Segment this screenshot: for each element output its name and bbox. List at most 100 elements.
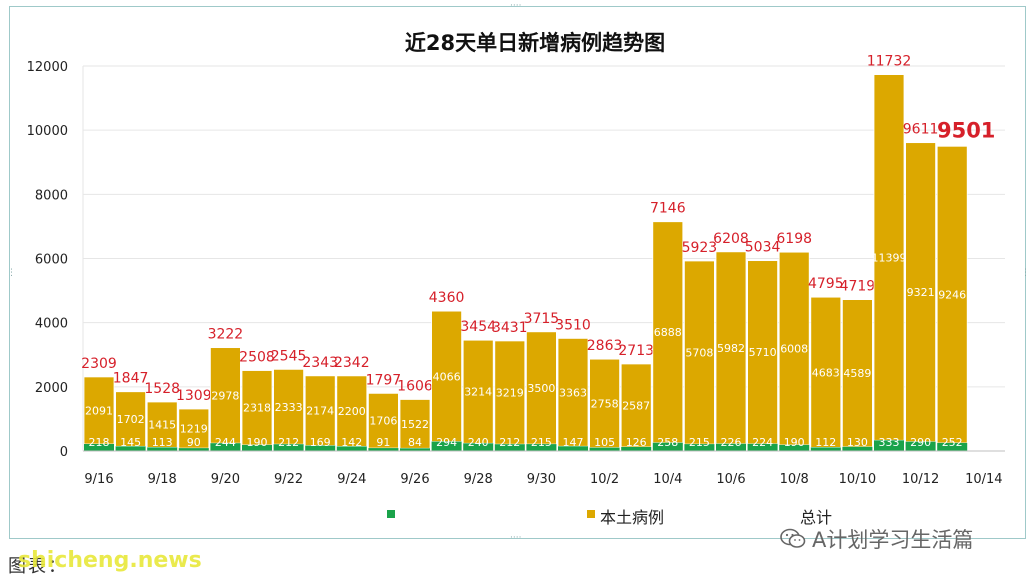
- x-tick-label: 10/6: [716, 472, 745, 487]
- data-label-green: 147: [563, 436, 584, 449]
- data-label-local: 2318: [243, 402, 271, 415]
- bar-imported-cases: [779, 444, 810, 451]
- data-label-green: 226: [721, 436, 742, 449]
- data-label-total: 4795: [808, 276, 844, 292]
- bar-imported-cases: [242, 444, 272, 451]
- data-label-total: 4719: [840, 279, 876, 295]
- bar-imported-cases: [84, 444, 114, 451]
- data-label-green: 290: [910, 436, 931, 449]
- data-label-total: 3510: [555, 317, 591, 333]
- data-label-local: 5710: [749, 346, 777, 359]
- data-label-green: 212: [499, 436, 520, 449]
- data-label-total: 1528: [144, 381, 180, 397]
- data-label-green: 240: [468, 436, 489, 449]
- data-label-total: 2343: [302, 355, 338, 371]
- data-label-green: 91: [376, 436, 390, 449]
- data-label-total: 3715: [524, 311, 560, 327]
- x-tick-label: 9/16: [84, 472, 113, 487]
- data-label-green: 224: [752, 436, 773, 449]
- bar-local-cases: [146, 401, 178, 448]
- data-label-local: 4066: [433, 370, 461, 383]
- data-label-local: 3219: [496, 387, 524, 400]
- bar-local-cases: [715, 251, 747, 445]
- bar-local-cases: [620, 363, 652, 448]
- data-label-local: 5982: [717, 342, 745, 355]
- resize-handle-left[interactable]: ⋮: [7, 268, 16, 278]
- data-label-total: 1309: [176, 388, 212, 404]
- data-label-total: 2863: [587, 338, 623, 354]
- data-label-local: 1702: [117, 413, 145, 426]
- bar-imported-cases: [716, 443, 746, 451]
- wechat-icon: [780, 528, 806, 548]
- data-label-local: 1706: [369, 415, 397, 428]
- data-label-green: 112: [815, 436, 836, 449]
- bar-imported-cases: [494, 444, 525, 451]
- bar-local-cases: [115, 391, 146, 447]
- bar-local-cases: [431, 310, 463, 442]
- bar-local-cases: [905, 142, 936, 443]
- bar-imported-cases: [621, 446, 652, 451]
- bar-imported-cases: [747, 443, 778, 451]
- resize-handle-top[interactable]: ····: [510, 1, 522, 11]
- data-label-local: 1415: [148, 419, 176, 432]
- bar-local-cases: [494, 340, 526, 445]
- bar-local-cases: [462, 339, 494, 444]
- data-label-total: 1606: [397, 378, 433, 394]
- x-tick-label: 10/2: [590, 472, 619, 487]
- bar-local-cases: [241, 370, 273, 446]
- data-label-green: 252: [942, 436, 963, 449]
- data-label-local: 9321: [907, 286, 935, 299]
- watermark-text: shicheng.news: [18, 548, 202, 573]
- data-label-local: 3214: [464, 386, 492, 399]
- data-label-local: 11399: [872, 251, 907, 264]
- bar-imported-cases: [115, 446, 146, 451]
- data-label-green: 212: [278, 436, 299, 449]
- data-label-total: 7146: [650, 201, 686, 217]
- x-tick-label: 9/18: [148, 472, 177, 487]
- y-tick-label: 10000: [27, 124, 68, 139]
- wechat-account: A计划学习生活篇: [780, 524, 973, 554]
- data-label-total: 2508: [239, 350, 275, 366]
- data-label-green: 126: [626, 436, 647, 449]
- data-label-total: 2713: [618, 343, 654, 359]
- data-label-green: 145: [120, 436, 141, 449]
- resize-handle-right[interactable]: ⋮: [1021, 268, 1030, 278]
- data-label-green: 215: [689, 436, 710, 449]
- x-tick-label: 10/4: [653, 472, 682, 487]
- bar-imported-cases: [210, 443, 241, 451]
- data-label-green: 142: [341, 436, 362, 449]
- bar-local-cases: [557, 337, 589, 447]
- data-label-green: 333: [879, 436, 900, 449]
- y-tick-label: 0: [60, 445, 68, 460]
- data-label-local: 2333: [275, 401, 303, 414]
- bar-local-cases: [589, 358, 620, 449]
- chart-title: 近28天单日新增病例趋势图: [405, 31, 665, 55]
- x-tick-label: 9/20: [211, 472, 240, 487]
- bar-local-cases: [652, 221, 684, 444]
- resize-handle-bottom[interactable]: ····: [510, 533, 522, 543]
- data-label-green: 258: [657, 436, 678, 449]
- bar-imported-cases: [368, 448, 399, 451]
- bar-local-cases: [83, 376, 115, 445]
- y-tick-label: 12000: [27, 60, 68, 75]
- x-tick-label: 9/30: [527, 472, 556, 487]
- x-tick-label: 10/12: [902, 472, 939, 487]
- data-label-green: 130: [847, 436, 868, 449]
- y-tick-label: 6000: [35, 253, 68, 268]
- data-label-green: 190: [784, 436, 805, 449]
- y-axis: 0 2000 4000 6000 8000 10000 12000: [27, 60, 68, 460]
- x-tick-label: 9/28: [464, 472, 493, 487]
- data-label-total: 1847: [113, 371, 149, 387]
- data-label-green: 90: [187, 436, 201, 449]
- data-label-local: 2587: [622, 399, 650, 412]
- data-label-total: 4360: [429, 290, 465, 306]
- data-label-total: 5923: [682, 240, 718, 256]
- x-tick-label: 9/24: [337, 472, 366, 487]
- data-label-local: 2758: [591, 397, 619, 410]
- bar-imported-cases: [336, 446, 367, 451]
- legend-swatch-green: [387, 510, 395, 518]
- data-label-local: 2200: [338, 405, 366, 418]
- bar-local-cases: [842, 299, 873, 448]
- data-label-green: 294: [436, 436, 457, 449]
- bar-local-cases: [873, 74, 905, 441]
